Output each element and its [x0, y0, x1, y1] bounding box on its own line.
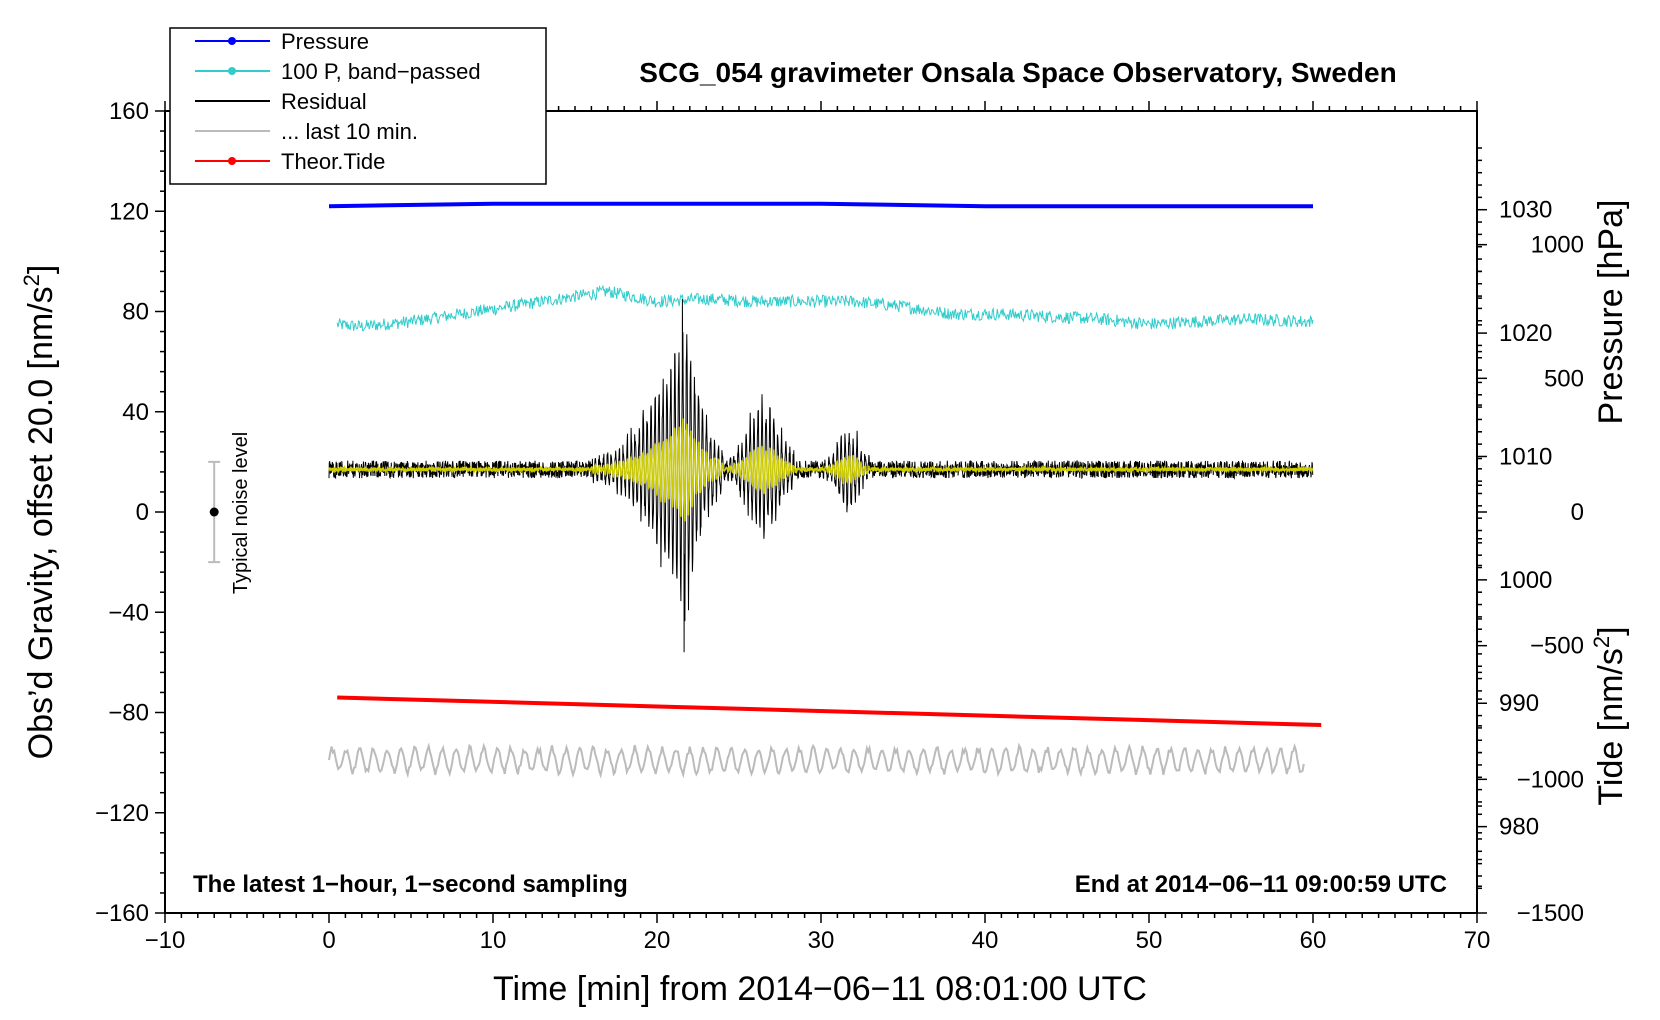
legend-label: ... last 10 min. [281, 119, 418, 144]
y-tick-label: 160 [109, 98, 149, 125]
legend-label: Residual [281, 89, 367, 114]
last-10-min-line [328, 742, 1305, 779]
x-tick-label: −10 [145, 927, 186, 954]
annotation-right: End at 2014−06−11 09:00:59 UTC [1075, 871, 1447, 898]
tide-tick-label: −500 [1530, 633, 1584, 660]
y-axis-label-left-sup: 2 [19, 274, 44, 286]
x-tick-label: 0 [322, 927, 335, 954]
y-tick-label: −40 [108, 599, 149, 626]
pressure-axis-label: Pressure [hPa] [1592, 200, 1630, 425]
x-tick-label: 20 [644, 927, 671, 954]
legend-marker [228, 157, 236, 165]
band-passed-pressure-line [336, 284, 1314, 332]
x-tick-label: 40 [972, 927, 999, 954]
annotation-left: The latest 1−hour, 1−second sampling [193, 871, 628, 898]
y-axis-label-left: Obs’d Gravity, offset 20.0 [nm/s2] [19, 265, 60, 760]
legend-marker [228, 67, 236, 75]
tide-axis-label-sup: 2 [1589, 636, 1614, 648]
y-tick-label: 80 [122, 299, 149, 326]
y-tick-label: 120 [109, 198, 149, 225]
y-tick-label: 40 [122, 399, 149, 426]
x-tick-label: 70 [1464, 927, 1491, 954]
tide-tick-label: 500 [1544, 365, 1584, 392]
x-tick-label: 10 [480, 927, 507, 954]
tide-tick-label: 0 [1571, 499, 1584, 526]
x-tick-label: 30 [808, 927, 835, 954]
pressure-tick-label: 1030 [1499, 197, 1552, 224]
y-tick-label: −80 [108, 700, 149, 727]
tide-axis-label: Tide [nm/s2] [1589, 626, 1630, 805]
tide-tick-label: 1000 [1531, 232, 1584, 259]
tide-tick-label: −1500 [1517, 900, 1584, 927]
pressure-tick-label: 1010 [1499, 443, 1552, 470]
pressure-tick-label: 980 [1499, 814, 1539, 841]
y-tick-label: −120 [95, 800, 149, 827]
pressure-line [328, 201, 1313, 209]
x-tick-label: 50 [1136, 927, 1163, 954]
axes-layer: −10 0 10 20 30 40 50 60 70−160−120−80−4004080120… [95, 98, 1584, 954]
pressure-tick-label: 1020 [1499, 320, 1552, 347]
legend-marker [228, 37, 236, 45]
y-axis-label-left-main: Obs’d Gravity, offset 20.0 [nm/s [22, 286, 60, 759]
residual-filtered-line [328, 418, 1314, 522]
pressure-tick-label: 1000 [1499, 567, 1552, 594]
x-tick-label: 60 [1300, 927, 1327, 954]
y-tick-label: −160 [95, 900, 149, 927]
y-tick-label: 0 [136, 499, 149, 526]
legend-label: Pressure [281, 29, 369, 54]
tide-axis-label-main: Tide [nm/s [1592, 648, 1630, 805]
chart-title: SCG_054 gravimeter Onsala Space Observat… [639, 57, 1396, 88]
tide-axis-label-end: ] [1592, 626, 1630, 635]
x-axis-label: Time [min] from 2014−06−11 08:01:00 UTC [493, 970, 1147, 1008]
legend-label: Theor.Tide [281, 149, 385, 174]
series-layer [208, 201, 1322, 779]
tide-tick-label: −1000 [1517, 766, 1584, 793]
legend-label: 100 P, band−passed [281, 59, 481, 84]
noise-level-center-dot [209, 507, 219, 517]
pressure-tick-label: 990 [1499, 690, 1539, 717]
legend: Pressure 100 P, band−passed Residual ... la… [169, 27, 547, 185]
y-axis-label-left-end: ] [22, 265, 60, 274]
theoretical-tide-line [337, 695, 1322, 727]
noise-level-label: Typical noise level [230, 432, 252, 594]
